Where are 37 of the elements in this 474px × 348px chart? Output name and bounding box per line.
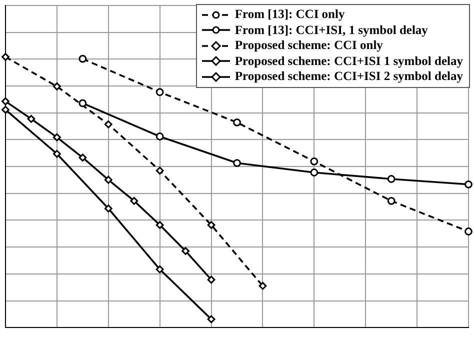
point [207,221,216,229]
point [104,204,112,212]
legend-label: From [13]: CCI+ISI, 1 symbol delay [234,22,428,38]
point [156,265,164,274]
point [2,97,10,106]
point [156,166,164,175]
point [258,282,267,290]
point [156,221,164,229]
legend-label: Proposed scheme: CCI+ISI 2 symbol delay [234,69,463,84]
point [78,154,87,162]
point [2,52,10,61]
point [104,176,112,184]
point [464,180,472,188]
point [27,114,36,123]
point [52,150,61,158]
point [52,82,61,90]
point [387,196,396,205]
point [233,118,241,126]
point [233,159,241,167]
point [78,99,87,108]
point [207,276,216,284]
point [310,168,318,176]
point [78,54,87,63]
point [387,175,396,183]
point [2,106,10,114]
point [104,120,112,128]
point [52,133,61,142]
point [156,132,164,140]
point [207,315,216,324]
point [182,247,190,255]
point [130,196,138,205]
legend-label: Proposed scheme: CCI+ISI 1 symbol delay [234,54,463,69]
point [464,228,472,236]
legend-label: Proposed scheme: CCI only [234,38,383,54]
point [310,157,318,166]
legend-label: From [13]: CCI only [234,7,345,22]
point [156,88,164,96]
